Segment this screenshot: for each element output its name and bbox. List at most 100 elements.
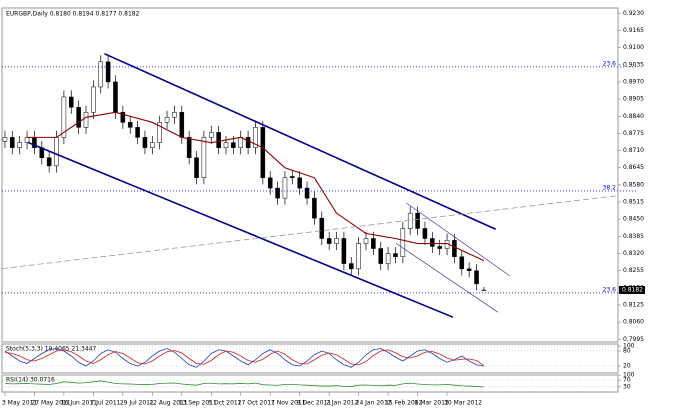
x-tick-label: 29 Jul 2011 [120,400,154,407]
candle-body [422,228,428,239]
trendline [104,52,497,230]
y-tick-label: 0.8450 [623,216,644,223]
chart-title: EURGBP,Daily 0.8180 0.8194 0.8177 0.8182 [6,11,140,18]
candle-body [437,246,442,249]
x-tick-label: 7 Jul 2011 [90,400,120,407]
candle-body [120,112,126,123]
y-tick-label: 0.8060 [623,319,644,326]
candle-body [54,137,59,167]
candle-body [238,137,244,148]
candle-body [68,96,74,108]
candle-body [186,137,192,158]
x-tick-label: 27 May 2011 [31,400,70,407]
candle-body [341,238,347,264]
x-tick-label: 5 Oct 2011 [208,400,241,407]
candle-body [231,142,236,148]
candle-body [275,187,280,199]
y-tick-label: 0.8385 [623,233,644,240]
y-tick-label: 30 [623,383,631,390]
candle-body [245,137,251,148]
candle-body [290,176,295,179]
y-tick-label: 0.8905 [623,96,644,103]
y-tick-label: 0.8710 [623,147,644,154]
candle-body [297,177,302,189]
trendline [2,195,618,269]
candle-body [267,177,273,189]
x-tick-label: 8 Mar 2012 [415,400,449,407]
candle-body [10,137,15,148]
indicator-line [4,348,484,368]
candle-body [282,177,288,199]
candle-body [260,127,266,179]
y-tick-label: 100 [623,372,635,379]
candle-body [348,263,354,270]
candle-body [452,240,457,257]
main-plot [2,52,618,318]
y-tick-label: 0.7995 [623,336,644,343]
candle-body [385,253,391,264]
y-tick-label: 0.8320 [623,250,644,257]
candle-body [2,137,8,142]
candle-body [304,187,310,199]
trendline [396,243,499,313]
moving-average [27,111,485,262]
y-tick-label: 100 [623,343,635,350]
y-tick-label: 20 [623,363,631,370]
x-tick-label: 17 Nov 2011 [267,400,306,407]
candle-body [91,86,96,113]
indicator-line [4,380,484,388]
candle-body [83,112,89,128]
y-tick-label: 0.9165 [623,27,644,34]
candle-body [459,256,465,270]
candle-body [319,217,325,239]
candle-body [363,238,369,244]
candle-body [179,112,185,138]
x-tick-label: 15 Feb 2012 [385,400,423,407]
trendline [27,141,454,318]
candle-body [400,228,406,257]
y-tick-label: 0.8125 [623,302,644,309]
y-tick-label: 0.8840 [623,113,644,120]
x-tick-label: 30 Mar 2012 [444,400,482,407]
y-tick-label: 0.8775 [623,130,644,137]
candle-body [98,61,104,88]
rsi-panel [1,374,619,393]
candle-body [371,238,376,249]
y-tick-label: 0.8580 [623,181,644,188]
candle-body [356,243,361,270]
candle-body [474,270,479,285]
fib-level-label: 23.6 [603,60,617,67]
y-tick-label: 0.9100 [623,44,644,51]
candle-body [164,117,170,123]
indicator-line [4,349,485,366]
candle-body [135,127,140,138]
candle-body [481,289,487,292]
fib-level-label: 38.2 [603,184,617,191]
main-panel [1,7,619,343]
candle-body [150,142,155,148]
candle-body [216,132,221,148]
y-tick-label: 0.8970 [623,78,644,85]
x-tick-label: 2 Jan 2012 [326,400,358,407]
candle-body [76,107,81,128]
candle-body [253,127,258,148]
x-tick-label: 22 Aug 2011 [149,400,188,407]
candle-body [407,212,413,229]
candle-body [334,238,339,244]
x-tick-label: 9 Dec 2011 [297,400,332,407]
y-tick-label: 0.9230 [623,10,644,17]
candle-body [157,122,162,143]
candle-body [105,61,111,83]
candle-body [326,238,332,244]
candle-body [46,157,52,167]
fib-level-label: 23.6 [603,286,617,293]
candle-body [415,212,420,229]
price-box [619,285,645,294]
y-tick-label: 70 [623,377,631,384]
x-tick-label: 16 Jun 2011 [61,400,97,407]
candle-body [393,253,398,257]
rsi-title: RSI(14) 30.0716 [6,377,55,384]
y-tick-label: 0.8515 [623,199,644,206]
candle-body [17,142,22,148]
candle-body [430,238,435,247]
